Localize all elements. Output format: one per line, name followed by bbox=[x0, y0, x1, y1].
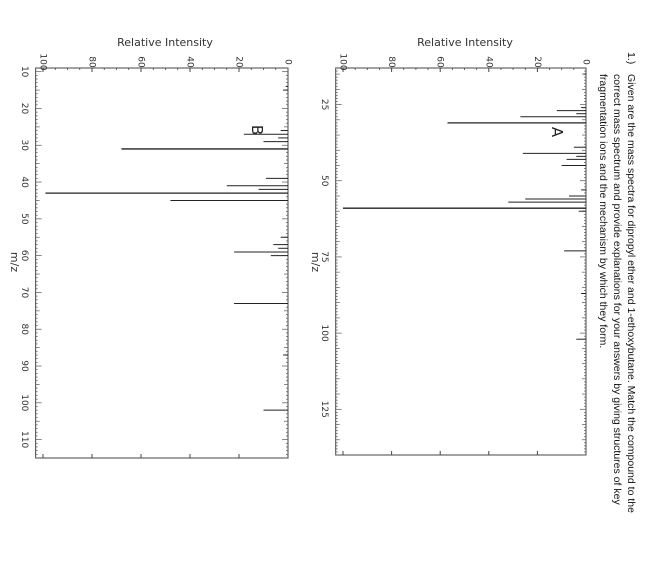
x-tick-label: 50 bbox=[319, 175, 329, 187]
x-tick-label: 90 bbox=[19, 360, 29, 372]
x-tick-label: 70 bbox=[19, 287, 29, 299]
x-tick-label: 10 bbox=[19, 66, 29, 78]
y-tick-label: 40 bbox=[185, 56, 195, 68]
y-tick-label: 60 bbox=[435, 56, 445, 68]
x-tick-label: 110 bbox=[19, 431, 29, 448]
x-tick-label: 100 bbox=[319, 325, 329, 342]
x-axis-title: m/z bbox=[309, 252, 322, 272]
y-tick-label: 0 bbox=[283, 59, 293, 65]
y-tick-label: 0 bbox=[581, 59, 591, 65]
y-tick-label: 100 bbox=[38, 53, 48, 70]
y-tick-label: 60 bbox=[136, 56, 146, 68]
y-tick-label: 100 bbox=[338, 53, 348, 70]
x-tick-label: 100 bbox=[19, 394, 29, 411]
x-tick-label: 20 bbox=[19, 103, 29, 115]
y-tick-label: 80 bbox=[87, 56, 97, 68]
x-tick-label: 125 bbox=[319, 401, 329, 418]
panel-label: B bbox=[248, 125, 266, 135]
mass-spectrum-b: 0 20 40 60 80 100 10 20 30 40 50 60 70 80 90 100 110 Rela… bbox=[8, 36, 293, 459]
x-tick-label: 30 bbox=[19, 140, 29, 152]
y-tick-label: 20 bbox=[234, 56, 244, 68]
mass-spectrum-a: 0 20 40 60 80 100 25 50 75 100 125 Relative Intensi… bbox=[309, 36, 591, 456]
plot-frame bbox=[335, 67, 587, 456]
y-axis-title: Relative Intensity bbox=[417, 36, 513, 49]
question-line-1: Given are the mass spectra for dipropyl … bbox=[625, 74, 637, 513]
question-line-2: correct mass spectrum and provide explan… bbox=[611, 74, 623, 505]
x-axis-title: m/z bbox=[8, 252, 21, 272]
x-tick-label: 60 bbox=[19, 250, 29, 262]
question-number: 1.) bbox=[625, 52, 637, 64]
y-tick-label: 40 bbox=[483, 56, 493, 68]
x-tick-label: 80 bbox=[19, 323, 29, 335]
x-tick-label: 40 bbox=[19, 176, 29, 188]
y-axis-title: Relative Intensity bbox=[117, 36, 213, 49]
question-line-3: fragmentation ions and the mechanism by … bbox=[597, 74, 609, 348]
question-block: 1.) Given are the mass spectra for dipro… bbox=[597, 52, 637, 513]
panel-label: A bbox=[548, 127, 566, 138]
y-tick-label: 80 bbox=[386, 56, 396, 68]
x-tick-label: 75 bbox=[319, 251, 329, 262]
x-tick-label: 25 bbox=[319, 99, 329, 110]
y-tick-label: 20 bbox=[532, 56, 542, 68]
x-tick-label: 50 bbox=[19, 213, 29, 225]
